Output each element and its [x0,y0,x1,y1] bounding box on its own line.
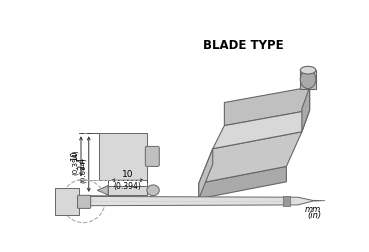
Bar [108,186,147,195]
Polygon shape [90,197,316,206]
Text: 2.4: 2.4 [77,156,86,169]
Polygon shape [99,186,108,195]
Polygon shape [199,149,213,199]
Text: 10: 10 [70,150,79,161]
FancyBboxPatch shape [77,196,91,209]
Bar [99,134,147,180]
Text: (0.394): (0.394) [114,181,141,190]
Polygon shape [224,88,310,126]
Text: (0.094): (0.094) [80,156,86,182]
Text: C245-914: C245-914 [175,197,212,206]
Bar [283,197,290,206]
Polygon shape [199,132,302,184]
Polygon shape [199,167,286,199]
Ellipse shape [300,67,316,75]
Text: BLADE TYPE: BLADE TYPE [203,39,284,52]
FancyBboxPatch shape [145,147,159,167]
Polygon shape [213,111,310,149]
Text: 10: 10 [122,169,133,178]
Text: (0.394): (0.394) [72,149,79,174]
Ellipse shape [300,71,316,89]
Polygon shape [302,88,310,132]
Bar [300,71,316,89]
Bar [55,188,79,215]
Ellipse shape [147,185,159,196]
Polygon shape [97,186,108,195]
Text: mm: mm [305,204,321,213]
Text: (in): (in) [307,210,321,219]
Text: xxxxx: xxxxx [225,199,244,204]
